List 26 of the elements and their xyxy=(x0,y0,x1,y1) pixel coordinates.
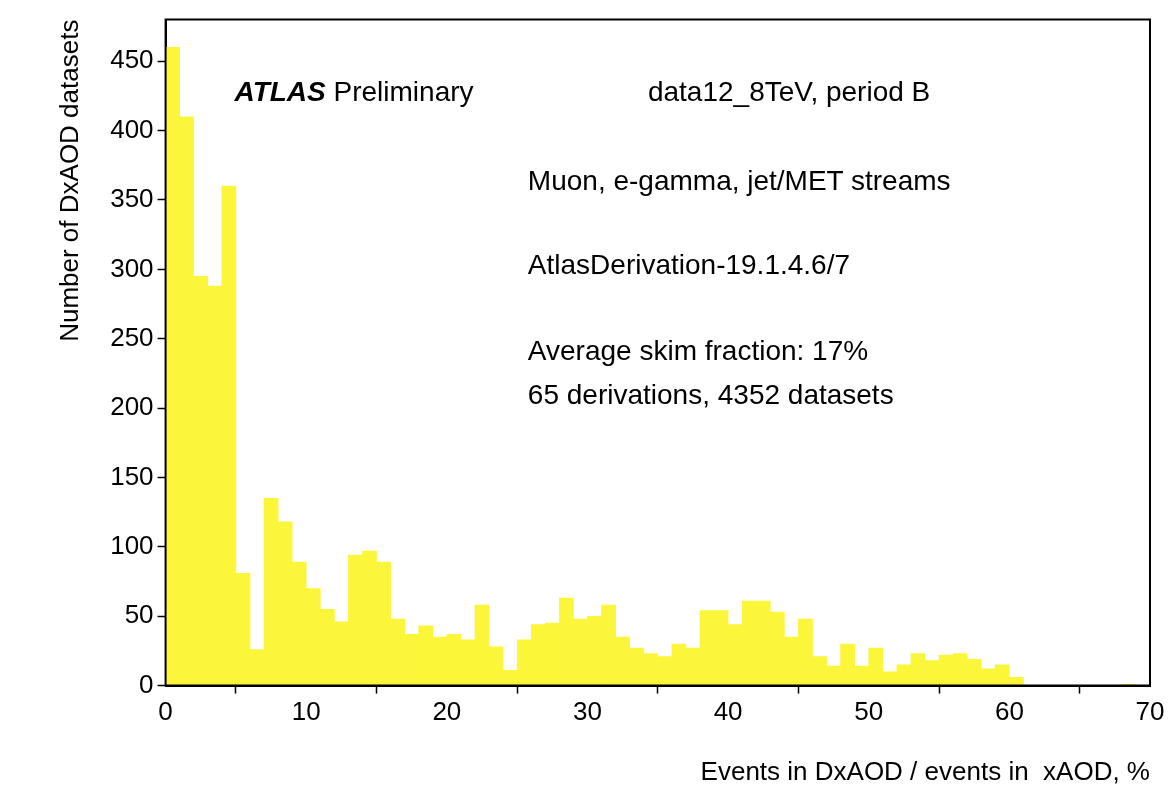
y-tick-label: 300 xyxy=(110,252,154,283)
y-axis-title: Number of DxAOD datasets xyxy=(53,19,84,342)
y-tick-label: 450 xyxy=(110,44,154,75)
x-tick-label: 30 xyxy=(573,696,602,727)
x-tick-label: 10 xyxy=(291,696,321,727)
x-tick-label: 70 xyxy=(1135,696,1165,727)
y-tick-label: 100 xyxy=(110,530,154,561)
annotation: ATLAS Preliminary xyxy=(233,75,474,107)
x-tick-label: 50 xyxy=(854,696,884,727)
annotation: Average skim fraction: 17% xyxy=(527,335,869,367)
annotation: 65 derivations, 4352 datasets xyxy=(527,378,894,410)
y-tick-label: 200 xyxy=(110,391,154,422)
annotation: Muon, e-gamma, jet/MET streams xyxy=(527,165,951,197)
x-tick-label: 40 xyxy=(713,696,743,727)
x-tick-label: 60 xyxy=(994,696,1024,727)
x-axis-title: Events in DxAOD / events in xAOD, % xyxy=(700,755,1150,786)
y-tick-label: 150 xyxy=(110,460,154,491)
x-tick-label: 0 xyxy=(158,696,173,727)
y-tick-label: 50 xyxy=(124,599,154,630)
y-tick-label: 0 xyxy=(139,668,154,699)
annotation: AtlasDerivation-19.1.4.6/7 xyxy=(527,248,851,280)
x-tick-label: 20 xyxy=(432,696,462,727)
y-tick-label: 400 xyxy=(110,113,154,144)
y-tick-label: 350 xyxy=(110,183,154,214)
annotation: data12_8TeV, period B xyxy=(647,75,931,107)
y-tick-label: 250 xyxy=(110,321,154,352)
